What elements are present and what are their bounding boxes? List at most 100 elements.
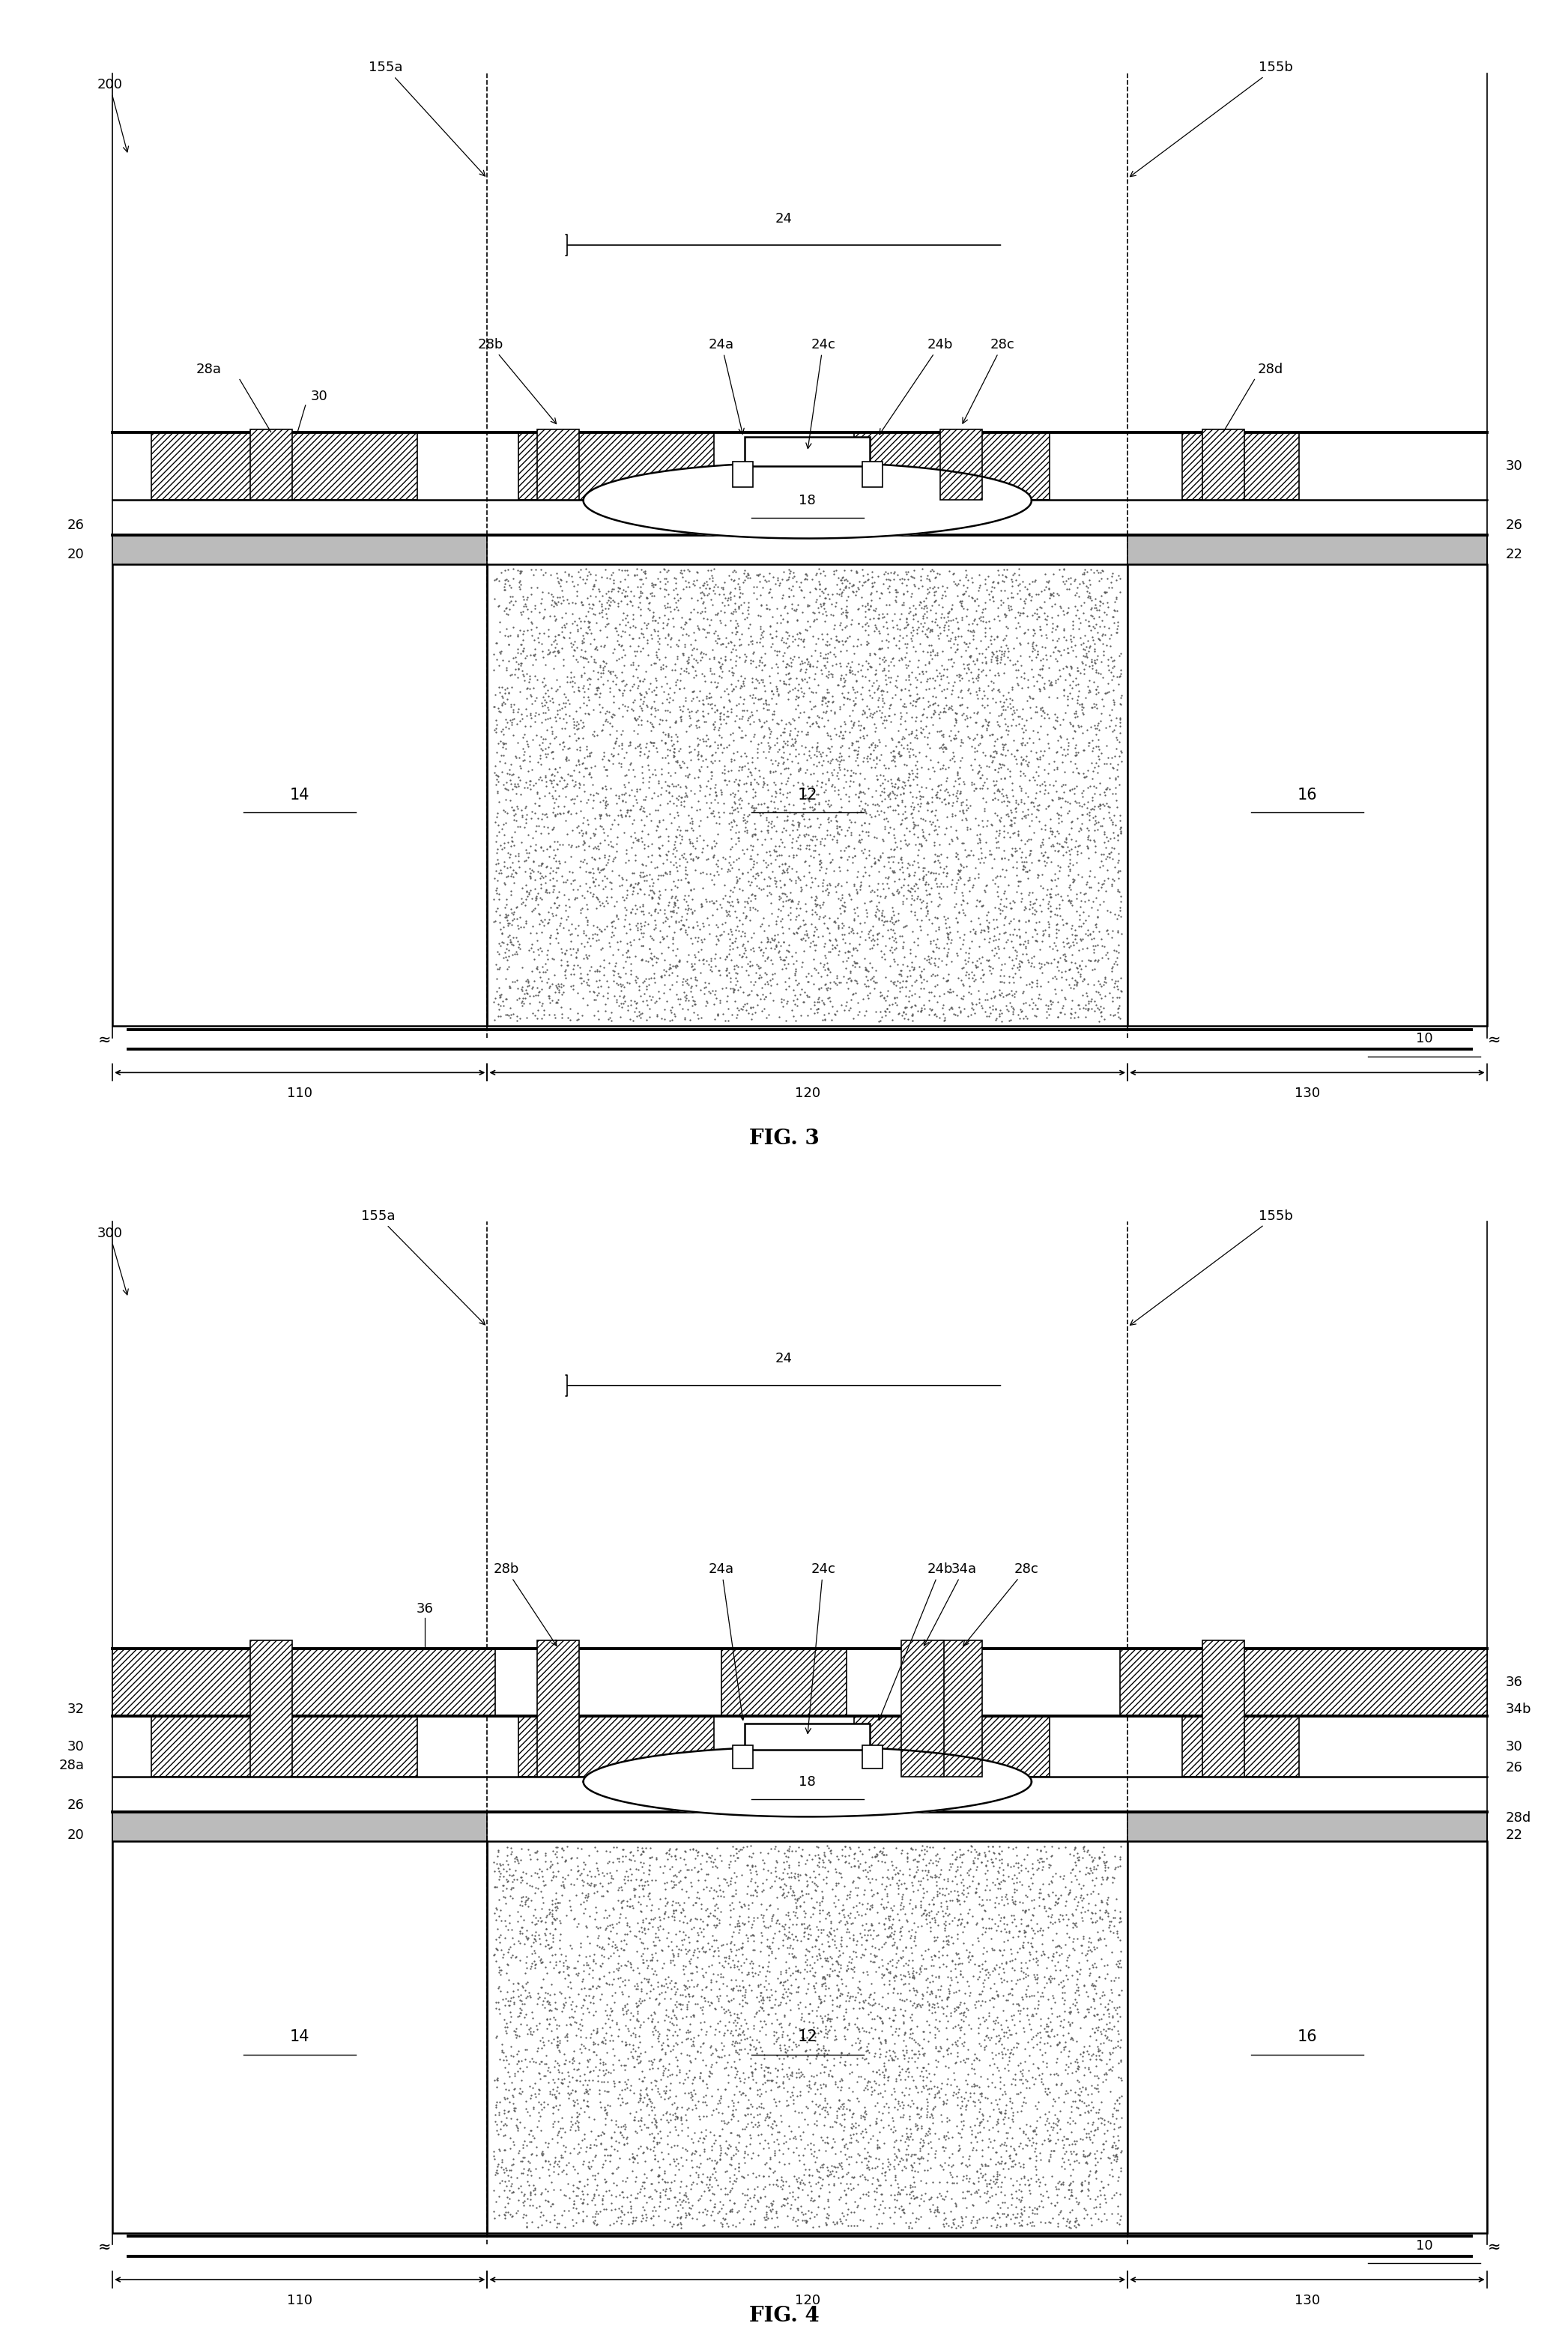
Point bbox=[525, 1981, 550, 2018]
Point bbox=[944, 603, 969, 641]
Point bbox=[517, 706, 543, 744]
Point bbox=[679, 742, 704, 779]
Point bbox=[781, 972, 806, 1009]
Point bbox=[908, 2056, 933, 2094]
Point bbox=[1101, 967, 1126, 1005]
Point bbox=[754, 1861, 779, 1899]
Point bbox=[809, 655, 834, 692]
Point bbox=[665, 976, 690, 1014]
Point bbox=[709, 915, 734, 953]
Point bbox=[1055, 2171, 1080, 2209]
Point bbox=[782, 1953, 808, 1990]
Point bbox=[768, 892, 793, 929]
Point bbox=[517, 1835, 543, 1873]
Point bbox=[535, 636, 560, 674]
Point bbox=[1098, 2072, 1123, 2110]
Point bbox=[765, 838, 790, 875]
Point bbox=[1036, 875, 1062, 913]
Point bbox=[908, 1896, 933, 1934]
Point bbox=[494, 850, 519, 887]
Point bbox=[517, 2176, 543, 2213]
Point bbox=[911, 2058, 936, 2096]
Point bbox=[826, 559, 851, 596]
Point bbox=[925, 1873, 950, 1910]
Point bbox=[575, 1917, 601, 1955]
Point bbox=[1085, 2101, 1110, 2138]
Point bbox=[568, 559, 593, 596]
Point bbox=[665, 2056, 690, 2094]
Point bbox=[1027, 671, 1052, 709]
Point bbox=[1038, 875, 1063, 913]
Point bbox=[1082, 706, 1107, 744]
Point bbox=[840, 946, 866, 983]
Point bbox=[735, 1875, 760, 1913]
Point bbox=[485, 1868, 510, 1906]
Point bbox=[637, 1960, 662, 1997]
Point bbox=[535, 904, 560, 941]
Point bbox=[554, 2145, 579, 2183]
Point bbox=[1019, 962, 1044, 1000]
Point bbox=[1011, 1953, 1036, 1990]
Point bbox=[822, 1922, 847, 1960]
Point bbox=[991, 929, 1016, 967]
Point bbox=[615, 1903, 640, 1941]
Point bbox=[552, 843, 577, 880]
Point bbox=[721, 735, 746, 772]
Point bbox=[784, 934, 809, 972]
Point bbox=[946, 997, 971, 1035]
Bar bbox=[519, 1716, 713, 1777]
Point bbox=[1087, 620, 1112, 657]
Point bbox=[688, 634, 713, 671]
Point bbox=[870, 1828, 895, 1866]
Point bbox=[626, 1882, 651, 1920]
Point bbox=[751, 559, 776, 596]
Point bbox=[900, 798, 925, 836]
Point bbox=[1080, 1861, 1105, 1899]
Point bbox=[1010, 1922, 1035, 1960]
Point bbox=[737, 943, 762, 981]
Point bbox=[837, 1899, 862, 1936]
Point bbox=[527, 2187, 552, 2225]
Point bbox=[701, 706, 726, 744]
Point bbox=[895, 1964, 920, 2002]
Point bbox=[881, 620, 906, 657]
Point bbox=[638, 2042, 663, 2079]
Point bbox=[949, 1955, 974, 1993]
Point bbox=[746, 751, 771, 789]
Point bbox=[485, 624, 510, 662]
Point bbox=[1074, 974, 1099, 1012]
Point bbox=[1065, 2040, 1090, 2077]
Point bbox=[627, 561, 652, 598]
Point bbox=[670, 1986, 695, 2023]
Point bbox=[750, 1917, 775, 1955]
Point bbox=[795, 979, 820, 1016]
Point bbox=[1087, 965, 1112, 1002]
Point bbox=[655, 2190, 681, 2227]
Point bbox=[486, 645, 511, 683]
Point bbox=[590, 650, 615, 688]
Point bbox=[630, 2197, 655, 2234]
Point bbox=[505, 789, 530, 826]
Point bbox=[908, 709, 933, 746]
Point bbox=[624, 770, 649, 807]
Point bbox=[485, 2112, 510, 2150]
Point bbox=[996, 2115, 1021, 2152]
Point bbox=[729, 1927, 754, 1964]
Point bbox=[870, 2150, 895, 2187]
Point bbox=[724, 908, 750, 946]
Point bbox=[613, 782, 638, 819]
Point bbox=[748, 793, 773, 831]
Point bbox=[1062, 969, 1087, 1007]
Point bbox=[1060, 1986, 1085, 2023]
Point bbox=[1016, 669, 1041, 706]
Point bbox=[917, 946, 942, 983]
Point bbox=[549, 1831, 574, 1868]
Point bbox=[801, 2016, 826, 2054]
Point bbox=[903, 1953, 928, 1990]
Point bbox=[566, 718, 591, 756]
Point bbox=[820, 988, 845, 1026]
Point bbox=[808, 1894, 833, 1932]
Point bbox=[502, 796, 527, 833]
Point bbox=[713, 897, 739, 934]
Point bbox=[516, 2152, 541, 2190]
